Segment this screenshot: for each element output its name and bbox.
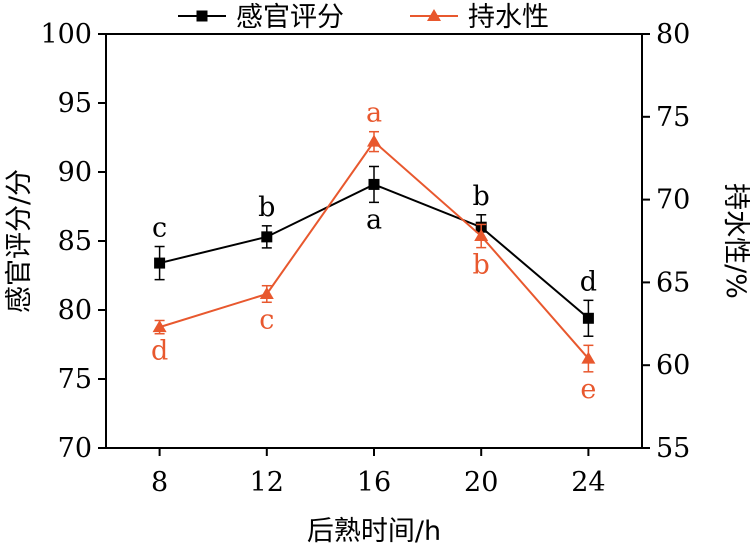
legend-label: 感官评分 (236, 2, 344, 33)
data-point (581, 351, 596, 364)
significance-label: c (152, 213, 167, 244)
x-tick-label: 8 (151, 467, 168, 498)
y-tick-label-right: 75 (656, 102, 690, 133)
y-tick-label-right: 80 (656, 19, 690, 50)
significance-label: b (473, 181, 490, 212)
plot-frame (105, 33, 643, 449)
significance-label: c (259, 304, 274, 335)
y-tick-label-right: 55 (656, 433, 690, 464)
data-point (261, 231, 273, 243)
data-point (154, 257, 166, 269)
data-point (152, 320, 167, 333)
y-tick-label-left: 95 (58, 88, 92, 119)
legend-item-2: 持水性 (410, 2, 549, 33)
x-tick-label: 24 (571, 467, 605, 498)
y-tick-label-right: 65 (656, 267, 690, 298)
y-axis-title-right: 持水性/% (720, 183, 750, 299)
y-tick-label-left: 90 (58, 157, 92, 188)
significance-label: d (580, 266, 597, 297)
legend-label: 持水性 (468, 2, 549, 33)
y-tick-label-left: 75 (58, 364, 92, 395)
legend-item-1: 感官评分 (178, 2, 344, 33)
legend-marker (196, 10, 208, 22)
y-axis-title-left: 感官评分/分 (4, 169, 35, 313)
legend: 感官评分 持水性 (178, 2, 549, 33)
significance-label: b (258, 192, 275, 223)
series-2: d c a b e (151, 98, 596, 405)
data-point (368, 178, 380, 190)
x-tick-label: 20 (464, 467, 498, 498)
series-1: c b a b d (152, 165, 597, 337)
series-layer: c b a b d d c a b e (151, 98, 597, 405)
legend-marker (427, 9, 441, 21)
data-point (582, 312, 594, 324)
significance-label: a (366, 98, 382, 129)
significance-label: b (473, 250, 490, 281)
y-tick-label-left: 70 (58, 433, 92, 464)
y-tick-label-right: 70 (656, 185, 690, 216)
x-axis-title: 后熟时间/h (307, 516, 441, 547)
data-point (367, 134, 381, 147)
y-tick-label-right: 60 (656, 350, 690, 381)
significance-label: e (580, 374, 596, 405)
significance-label: a (366, 204, 382, 235)
x-tick-label: 12 (250, 467, 284, 498)
data-point (474, 229, 489, 242)
y-tick-label-left: 85 (58, 226, 92, 257)
data-point (259, 286, 274, 299)
significance-label: d (151, 336, 168, 367)
y-tick-label-left: 100 (40, 19, 92, 50)
axes-layer: 8 12 16 20 24 70 75 80 85 90 95 100 55 60 65 70 75 80 (40, 19, 690, 498)
x-tick-label: 16 (357, 467, 391, 498)
y-tick-label-left: 80 (58, 295, 92, 326)
